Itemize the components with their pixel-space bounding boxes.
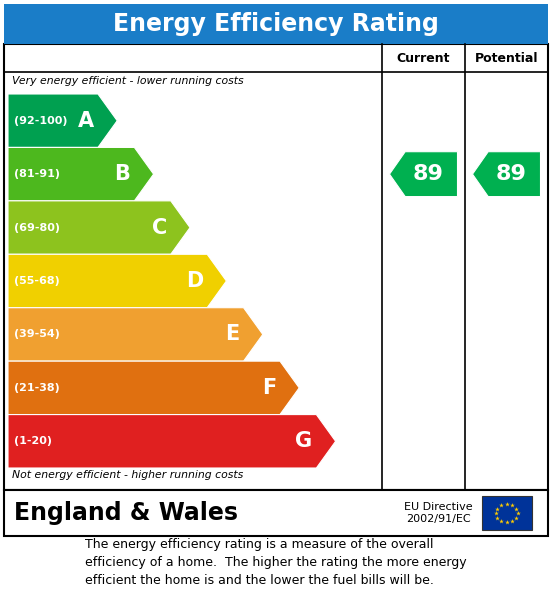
Text: Current: Current [397,51,450,64]
Text: The energy efficiency rating is a measure of the overall
efficiency of a home.  : The energy efficiency rating is a measur… [85,538,467,587]
Text: G: G [295,432,312,451]
Text: A: A [78,111,94,131]
Text: B: B [114,164,130,184]
Text: F: F [262,378,276,398]
Text: Very energy efficient - lower running costs: Very energy efficient - lower running co… [12,76,243,86]
Text: Potential: Potential [475,51,538,64]
Polygon shape [8,201,190,254]
Bar [481,496,532,530]
Text: E: E [225,324,240,345]
Polygon shape [8,308,263,361]
Text: Not energy efficient - higher running costs: Not energy efficient - higher running co… [12,470,243,480]
Text: (69-80): (69-80) [14,223,60,232]
Polygon shape [8,361,299,414]
Polygon shape [8,254,226,308]
Text: C: C [151,218,167,238]
Text: 89: 89 [496,164,527,184]
Text: (92-100): (92-100) [14,116,67,126]
Bar [4,490,548,536]
Text: (39-54): (39-54) [14,329,60,340]
Text: D: D [186,271,203,291]
Polygon shape [473,151,540,197]
Bar [4,44,548,490]
Text: (21-38): (21-38) [14,383,60,393]
Text: (81-91): (81-91) [14,169,60,179]
Bar [4,4,548,44]
Polygon shape [8,94,117,148]
Polygon shape [8,148,153,201]
Text: 89: 89 [413,164,444,184]
Text: Energy Efficiency Rating: Energy Efficiency Rating [113,12,439,36]
Text: (55-68): (55-68) [14,276,60,286]
Polygon shape [390,151,458,197]
Text: England & Wales: England & Wales [14,501,238,525]
Text: (1-20): (1-20) [14,436,52,446]
Text: EU Directive
2002/91/EC: EU Directive 2002/91/EC [404,502,473,524]
Polygon shape [8,414,336,468]
